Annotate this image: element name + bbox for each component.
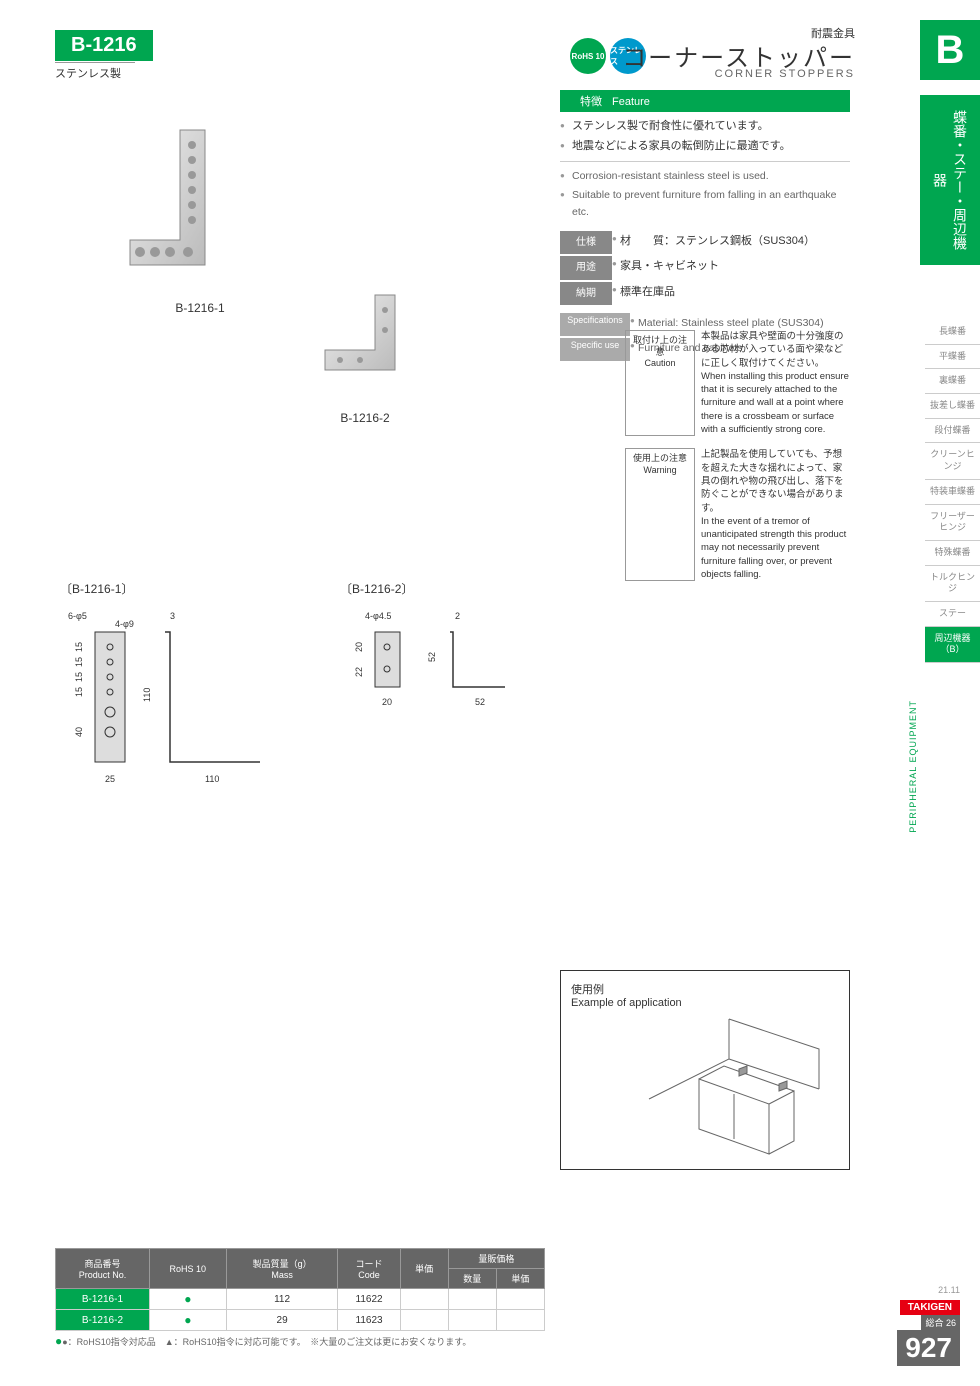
page-footer: 21.11 TAKIGEN 総合 26 927 [897, 1285, 960, 1366]
feature-bullet: 地震などによる家具の転倒防止に最適です。 [560, 138, 850, 156]
svg-text:15: 15 [74, 657, 84, 667]
spec-label-en: Specific use [560, 338, 630, 361]
side-nav-item[interactable]: 平蝶番 [925, 345, 980, 370]
page-number: 927 [897, 1330, 960, 1366]
feature-bullet-en: Suitable to prevent furniture from falli… [560, 187, 850, 221]
footer-brand: TAKIGEN [900, 1300, 960, 1315]
svg-text:3: 3 [170, 611, 175, 621]
footer-category: 総合 26 [921, 1315, 960, 1330]
spec-label: 仕様 [560, 231, 612, 255]
example-title-en: Example of application [571, 997, 839, 1009]
product-1-label: B-1216-1 [110, 301, 290, 315]
product-table: 商品番号 Product No. RoHS 10 製品質量（g） Mass コー… [55, 1248, 545, 1331]
caution-label: 取付け上の注意 Caution [625, 330, 695, 436]
product-material: ステンレス製 [55, 62, 135, 81]
feature-bullet: ステンレス製で耐食性に優れています。 [560, 118, 850, 136]
warning-text: 上記製品を使用していても、予想を超えた大きな揺れによって、家具の倒れや物の飛び出… [701, 448, 850, 581]
table-row: B-1216-2●2911623 [56, 1310, 545, 1331]
svg-text:2: 2 [455, 611, 460, 621]
svg-text:4-φ9: 4-φ9 [115, 619, 134, 629]
technical-drawings: 〔B-1216-1〕 6-φ5 4-φ9 3 15 15 15 15 [60, 580, 560, 797]
drawing-2-title: 〔B-1216-2〕 [340, 580, 560, 597]
side-nav-item[interactable]: フリーザーヒンジ [925, 505, 980, 541]
example-title-jp: 使用例 [571, 981, 839, 997]
section-label: 蝶番・ステー・周辺機器 [920, 95, 980, 265]
side-nav-item[interactable]: ステー [925, 602, 980, 627]
caution-text: 本製品は家具や壁面の十分強度のある芯材が入っている面や梁などに正しく取付けてくだ… [701, 330, 850, 436]
side-nav-item[interactable]: クリーンヒンジ [925, 443, 980, 479]
caution-section: 取付け上の注意 Caution 本製品は家具や壁面の十分強度のある芯材が入ってい… [625, 330, 850, 593]
example-box: 使用例 Example of application [560, 970, 850, 1170]
svg-text:52: 52 [427, 652, 437, 662]
svg-text:40: 40 [74, 727, 84, 737]
drawing-1-title: 〔B-1216-1〕 [60, 580, 280, 597]
spec-value: 標準在庫品 [612, 282, 683, 304]
table-row: B-1216-1●11211622 [56, 1289, 545, 1310]
side-nav: 長蝶番平蝶番裏蝶番抜差し蝶番段付蝶番クリーンヒンジ特装車蝶番フリーザーヒンジ特殊… [925, 320, 980, 663]
svg-text:4-φ4.5: 4-φ4.5 [365, 611, 391, 621]
svg-text:15: 15 [74, 642, 84, 652]
side-nav-item[interactable]: 抜差し蝶番 [925, 394, 980, 419]
side-nav-item[interactable]: トルクヒンジ [925, 566, 980, 602]
section-tab: B [920, 20, 980, 80]
spec-label: 納期 [560, 282, 612, 306]
feature-bullet-en: Corrosion-resistant stainless steel is u… [560, 168, 850, 185]
svg-text:110: 110 [142, 688, 152, 702]
svg-text:15: 15 [74, 687, 84, 697]
svg-text:6-φ5: 6-φ5 [68, 611, 87, 621]
svg-text:15: 15 [74, 672, 84, 682]
side-nav-item[interactable]: 周辺機器（B） [925, 627, 980, 663]
spec-value: 材 質：ステンレス鋼板（SUS304） [612, 231, 823, 253]
spec-label: 用途 [560, 256, 612, 280]
svg-text:25: 25 [105, 774, 115, 784]
feature-section: 特徴Feature ステンレス製で耐食性に優れています。地震などによる家具の転倒… [560, 90, 850, 363]
feature-header: 特徴Feature [560, 90, 850, 112]
product-code: B-1216 [55, 30, 153, 61]
svg-text:20: 20 [382, 697, 392, 707]
product-image-2: B-1216-2 [300, 270, 430, 425]
side-vertical-label: PERIPHERAL EQUIPMENT [908, 700, 918, 833]
table-notes: ●●：RoHS10指令対応品 ▲：RoHS10指令に対応可能です。 ※大量のご注… [55, 1334, 471, 1348]
svg-text:22: 22 [354, 667, 364, 677]
side-nav-item[interactable]: 裏蝶番 [925, 369, 980, 394]
side-nav-item[interactable]: 段付蝶番 [925, 419, 980, 444]
spec-label-en: Specifications [560, 313, 630, 336]
spec-value: 家具・キャビネット [612, 256, 727, 278]
warning-label: 使用上の注意 Warning [625, 448, 695, 581]
svg-text:20: 20 [354, 642, 364, 652]
rohs-badge: RoHS 10 [570, 38, 606, 74]
title-en: CORNER STOPPERS [715, 68, 855, 80]
product-2-label: B-1216-2 [300, 411, 430, 425]
svg-text:52: 52 [475, 697, 485, 707]
side-nav-item[interactable]: 特装車蝶番 [925, 480, 980, 505]
svg-text:110: 110 [205, 774, 219, 784]
side-nav-item[interactable]: 特殊蝶番 [925, 541, 980, 566]
side-nav-item[interactable]: 長蝶番 [925, 320, 980, 345]
footer-date: 21.11 [897, 1285, 960, 1295]
product-image-1: B-1216-1 [110, 110, 290, 315]
